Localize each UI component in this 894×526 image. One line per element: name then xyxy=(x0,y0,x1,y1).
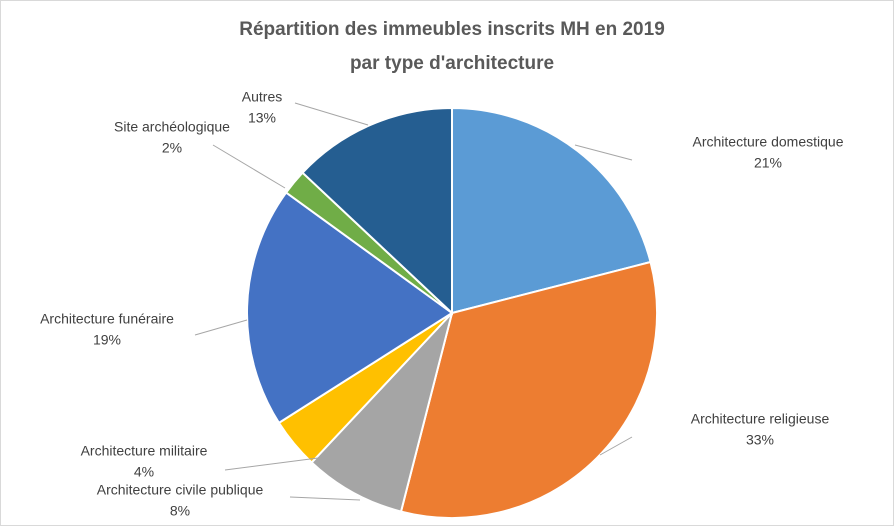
slice-value-label: 33% xyxy=(746,432,774,448)
leader-line xyxy=(224,457,319,471)
leader-line xyxy=(212,144,286,189)
pie-slice xyxy=(399,260,658,519)
slice-value-label: 13% xyxy=(248,110,276,126)
chart-title: par type d'architecture xyxy=(350,53,554,74)
pie-slice xyxy=(310,312,453,513)
leader-line xyxy=(599,436,633,456)
chart-title: Répartition des immeubles inscrits MH en… xyxy=(239,19,665,40)
pie-slice xyxy=(451,106,652,315)
slice-value-label: 4% xyxy=(134,464,154,480)
pie-slice xyxy=(246,191,454,425)
slice-label: Architecture domestique xyxy=(693,134,844,150)
slice-label: Autres xyxy=(242,89,282,105)
leader-line xyxy=(574,144,633,161)
slice-value-label: 19% xyxy=(93,332,121,348)
slice-label: Architecture civile publique xyxy=(97,482,264,498)
slice-label: Architecture militaire xyxy=(81,443,208,459)
slice-value-label: 8% xyxy=(170,503,190,519)
leader-line xyxy=(294,102,369,126)
slice-label: Site archéologique xyxy=(114,119,230,135)
leader-line xyxy=(194,319,248,336)
leader-line xyxy=(289,496,361,501)
slice-value-label: 21% xyxy=(754,155,782,171)
slice-label: Architecture funéraire xyxy=(40,311,174,327)
pie-slice xyxy=(301,106,453,316)
slice-value-label: 2% xyxy=(162,140,182,156)
slice-label: Architecture religieuse xyxy=(691,411,830,427)
